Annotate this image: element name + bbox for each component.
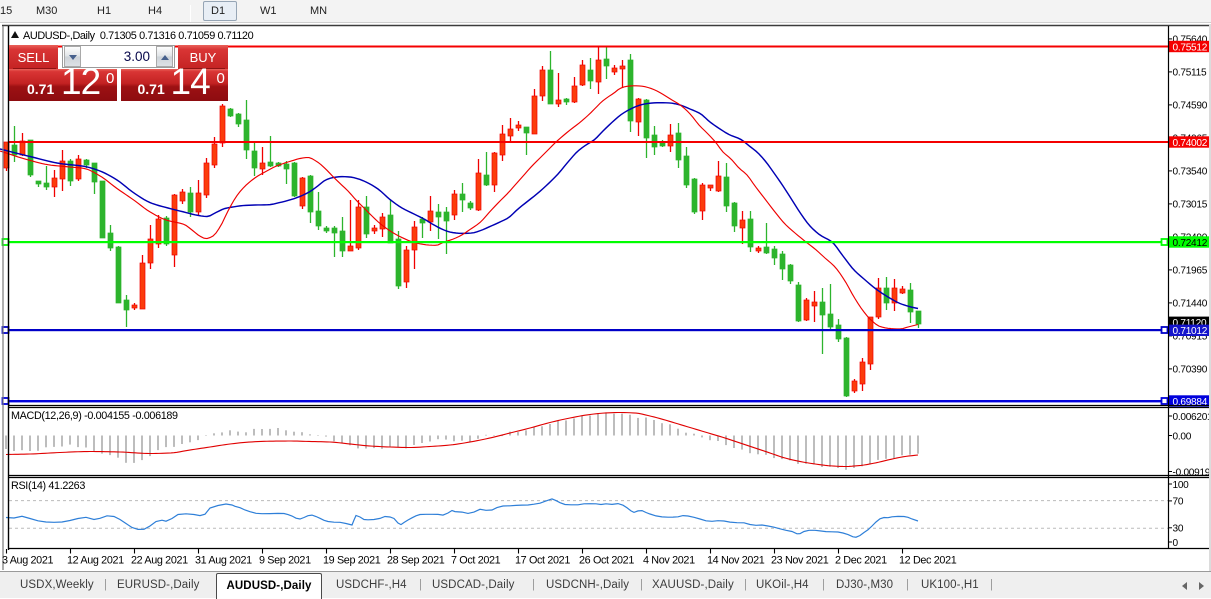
- svg-text:9 Sep 2021: 9 Sep 2021: [259, 555, 311, 567]
- svg-text:12 Dec 2021: 12 Dec 2021: [899, 555, 957, 567]
- svg-text:-0.009197: -0.009197: [1173, 467, 1211, 478]
- svg-text:17 Oct 2021: 17 Oct 2021: [515, 555, 570, 567]
- svg-text:19 Sep 2021: 19 Sep 2021: [323, 555, 381, 567]
- svg-text:0: 0: [1173, 538, 1179, 549]
- svg-text:RSI(14) 41.2263: RSI(14) 41.2263: [11, 480, 85, 492]
- svg-text:0.73015: 0.73015: [1173, 200, 1208, 211]
- svg-text:30: 30: [1173, 524, 1184, 535]
- svg-text:0.71012: 0.71012: [1173, 326, 1208, 337]
- svg-text:0.71965: 0.71965: [1173, 266, 1208, 277]
- svg-text:0.75115: 0.75115: [1173, 68, 1207, 79]
- svg-text:0.69884: 0.69884: [1173, 397, 1208, 408]
- svg-text:26 Oct 2021: 26 Oct 2021: [579, 555, 634, 567]
- svg-text:31 Aug 2021: 31 Aug 2021: [195, 555, 252, 567]
- svg-text:0.74002: 0.74002: [1173, 138, 1208, 149]
- svg-text:2 Dec 2021: 2 Dec 2021: [835, 555, 887, 567]
- svg-text:0.74590: 0.74590: [1173, 101, 1208, 112]
- svg-text:70: 70: [1173, 497, 1184, 508]
- svg-text:28 Sep 2021: 28 Sep 2021: [387, 555, 445, 567]
- svg-text:14 Nov 2021: 14 Nov 2021: [707, 555, 765, 567]
- svg-text:3 Aug 2021: 3 Aug 2021: [2, 555, 53, 567]
- svg-text:4 Nov 2021: 4 Nov 2021: [643, 555, 695, 567]
- svg-text:0.73540: 0.73540: [1173, 167, 1208, 178]
- svg-text:22 Aug 2021: 22 Aug 2021: [131, 555, 188, 567]
- svg-text:0.006201: 0.006201: [1173, 412, 1211, 423]
- svg-text:12 Aug 2021: 12 Aug 2021: [67, 555, 124, 567]
- svg-text:0.00: 0.00: [1173, 431, 1192, 442]
- svg-text:0.71440: 0.71440: [1173, 299, 1208, 310]
- svg-text:0.72412: 0.72412: [1173, 238, 1208, 249]
- svg-text:0.75512: 0.75512: [1173, 42, 1208, 53]
- svg-text:7 Oct 2021: 7 Oct 2021: [451, 555, 501, 567]
- svg-text:MACD(12,26,9) -0.004155 -0.006: MACD(12,26,9) -0.004155 -0.006189: [11, 410, 178, 422]
- svg-text:23 Nov 2021: 23 Nov 2021: [771, 555, 829, 567]
- svg-text:0.70390: 0.70390: [1173, 365, 1208, 376]
- svg-text:AUDUSD-,Daily 0.71305 0.71316: AUDUSD-,Daily 0.71305 0.71316 0.71059 0.…: [23, 30, 254, 42]
- svg-text:100: 100: [1173, 480, 1190, 491]
